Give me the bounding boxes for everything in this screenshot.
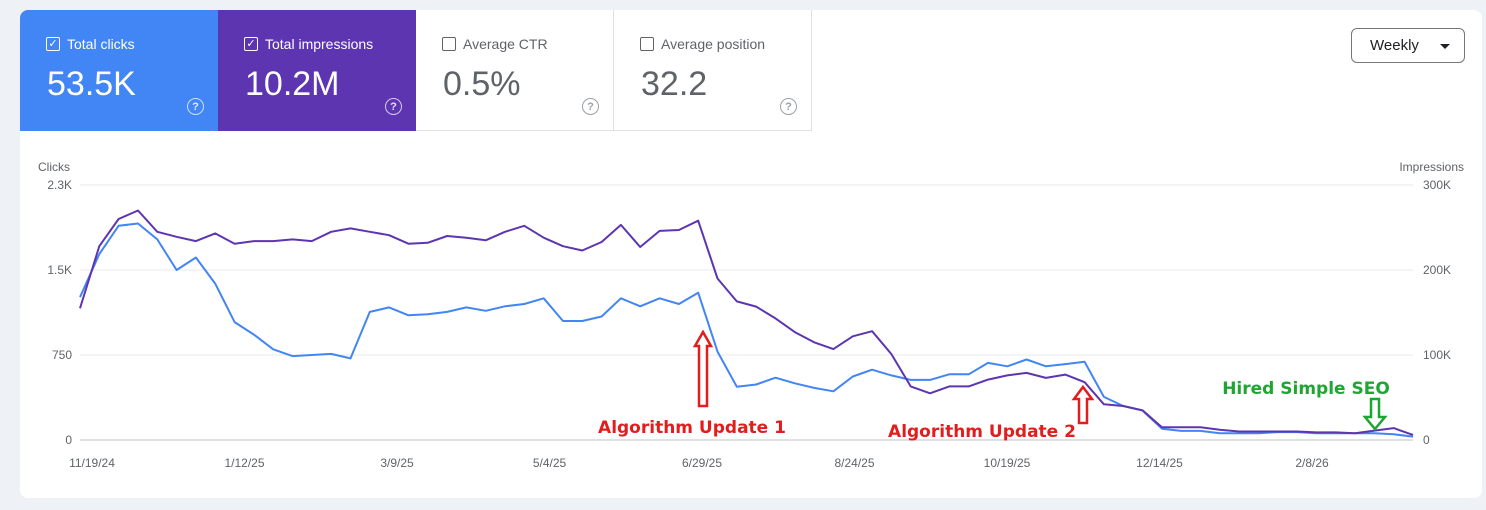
x-tick-label: 5/4/25 [533,456,567,470]
x-tick-label: 8/24/25 [834,456,874,470]
annotation-label: Algorithm Update 2 [888,422,1076,442]
x-tick-label: 12/14/25 [1136,456,1183,470]
performance-card: ✓ Total clicks 53.5K ? ✓ Total impressio… [20,10,1482,498]
help-icon[interactable]: ? [582,98,599,115]
metric-tile-total-clicks[interactable]: ✓ Total clicks 53.5K ? [20,10,218,131]
left-tick-label: 0 [65,433,72,447]
metric-header: Average position [640,36,765,52]
metric-label: Total impressions [265,36,374,52]
left-axis-label: Clicks [38,160,70,174]
help-icon[interactable]: ? [780,98,797,115]
metric-tile-average-position[interactable]: Average position 32.2 ? [614,10,812,131]
checkbox-checked-icon[interactable]: ✓ [244,37,258,51]
metric-header: Average CTR [442,36,548,52]
metric-label: Average position [661,36,766,52]
metric-tile-total-impressions[interactable]: ✓ Total impressions 10.2M ? [218,10,416,131]
checkbox-unchecked-icon[interactable] [442,37,456,51]
period-dropdown[interactable]: Weekly [1351,28,1465,63]
x-tick-label: 11/19/24 [69,456,115,470]
clicks-series-line [79,222,1414,438]
metric-label: Average CTR [463,36,548,52]
left-tick-label: 1.5K [47,263,72,277]
right-tick-label: 100K [1423,348,1451,362]
right-tick-label: 200K [1423,263,1451,277]
performance-chart: 0 750 1.5K 2.3K 0 100K 200K 300K Clicks Impressio… [38,160,1464,470]
down-arrow-icon [1362,397,1388,431]
period-dropdown-value: Weekly [1370,37,1419,54]
caret-down-icon [1440,44,1450,49]
annotation-label: Algorithm Update 1 [598,418,786,438]
x-tick-label: 10/19/25 [984,456,1031,470]
left-tick-label: 2.3K [47,178,72,192]
metric-label: Total clicks [67,36,135,52]
right-tick-label: 0 [1423,433,1430,447]
metric-value: 0.5% [443,65,521,103]
help-icon[interactable]: ? [385,98,402,115]
metric-value: 53.5K [47,65,136,103]
metric-value: 32.2 [641,65,708,103]
right-axis-label: Impressions [1399,160,1464,174]
metric-header: ✓ Total impressions [244,36,373,52]
impressions-series-line [79,209,1414,436]
metric-value: 10.2M [245,65,340,103]
checkbox-unchecked-icon[interactable] [640,37,654,51]
metric-tile-average-ctr[interactable]: Average CTR 0.5% ? [416,10,614,131]
x-tick-label: 1/12/25 [224,456,264,470]
up-arrow-icon [692,329,714,408]
up-arrow-icon [1071,384,1095,425]
annotation-label: Hired Simple SEO [1222,379,1390,399]
checkbox-checked-icon[interactable]: ✓ [46,37,60,51]
right-tick-label: 300K [1423,178,1451,192]
help-icon[interactable]: ? [187,98,204,115]
left-tick-label: 750 [52,348,72,362]
x-tick-label: 3/9/25 [380,456,414,470]
metric-header: ✓ Total clicks [46,36,135,52]
x-tick-label: 6/29/25 [682,456,722,470]
x-tick-label: 2/8/26 [1295,456,1329,470]
